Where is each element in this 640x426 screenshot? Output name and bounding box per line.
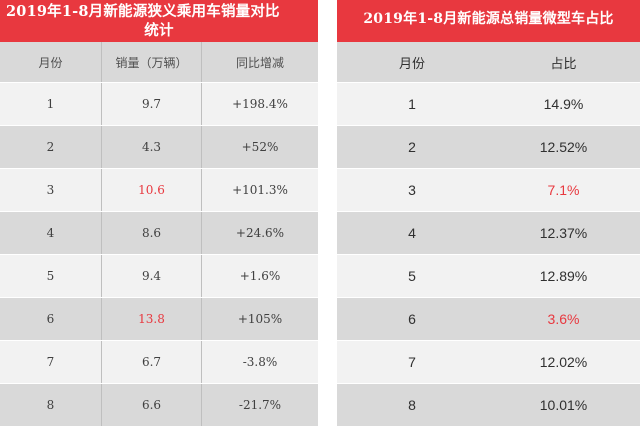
table-row: 4 12.37% (337, 212, 640, 255)
month-cell: 7 (408, 354, 416, 370)
sales-cell: 9.4 (101, 255, 201, 297)
share-table-title: 2019年1-8月新能源总销量微型车占比 (337, 0, 640, 42)
sales-cell: 8.6 (101, 212, 201, 254)
sales-cell: 6.6 (101, 384, 201, 426)
sales-cell: 4.3 (101, 126, 201, 168)
sales-table-title: 2019年1-8月新能源狭义乘用车销量对比 统计 (0, 0, 318, 42)
sales-table-header: 月份 销量（万辆） 同比增减 (0, 42, 318, 83)
month-cell: 5 (46, 269, 55, 283)
yoy-cell: +101.3% (201, 169, 318, 211)
month-cell: 4 (408, 225, 416, 241)
yoy-cell: +105% (201, 298, 318, 340)
share-cell: 14.9% (543, 96, 584, 112)
table-row: 4 8.6 +24.6% (0, 212, 318, 255)
table-row: 3 10.6 +101.3% (0, 169, 318, 212)
yoy-cell: +1.6% (201, 255, 318, 297)
share-cell-highlight: 3.6% (547, 311, 580, 327)
month-cell: 7 (46, 355, 55, 369)
yoy-cell: +198.4% (201, 83, 318, 125)
yoy-cell: -3.8% (201, 341, 318, 383)
month-cell: 6 (46, 312, 55, 326)
table-row: 8 10.01% (337, 384, 640, 426)
yoy-cell: -21.7% (201, 384, 318, 426)
sales-cell-highlight: 13.8 (101, 298, 201, 340)
month-cell: 8 (408, 397, 416, 413)
month-cell: 1 (408, 96, 416, 112)
header-share: 占比 (550, 56, 577, 72)
table-row: 2 4.3 +52% (0, 126, 318, 169)
header-yoy: 同比增减 (201, 42, 318, 82)
share-table-header: 月份 占比 (337, 42, 640, 83)
table-row: 1 9.7 +198.4% (0, 83, 318, 126)
month-cell: 8 (46, 398, 55, 412)
sales-table-title-line1: 2019年1-8月新能源狭义乘用车销量对比 (6, 3, 280, 20)
sales-cell: 6.7 (101, 341, 201, 383)
header-month: 月份 (398, 56, 425, 72)
share-cell-highlight: 7.1% (547, 182, 580, 198)
month-cell: 4 (46, 226, 55, 240)
table-row: 3 7.1% (337, 169, 640, 212)
month-cell: 2 (46, 140, 55, 154)
month-cell: 6 (408, 311, 416, 327)
month-cell: 1 (46, 97, 55, 111)
month-cell: 5 (408, 268, 416, 284)
micro-car-share-table: 2019年1-8月新能源总销量微型车占比 月份 占比 1 14.9% 2 12.… (337, 0, 640, 426)
share-cell: 12.02% (539, 354, 588, 370)
sales-cell-highlight: 10.6 (101, 169, 201, 211)
sales-cell: 9.7 (101, 83, 201, 125)
table-row: 6 13.8 +105% (0, 298, 318, 341)
month-cell: 3 (408, 182, 416, 198)
header-month: 月份 (38, 55, 63, 70)
month-cell: 2 (408, 139, 416, 155)
table-row: 2 12.52% (337, 126, 640, 169)
header-sales: 销量（万辆） (101, 42, 201, 82)
share-cell: 12.52% (539, 139, 588, 155)
table-row: 8 6.6 -21.7% (0, 384, 318, 426)
table-row: 6 3.6% (337, 298, 640, 341)
table-row: 1 14.9% (337, 83, 640, 126)
sales-table-title-line2: 统计 (144, 22, 174, 39)
table-row: 7 12.02% (337, 341, 640, 384)
share-cell: 10.01% (539, 397, 588, 413)
share-cell: 12.89% (539, 268, 588, 284)
yoy-cell: +52% (201, 126, 318, 168)
table-row: 5 9.4 +1.6% (0, 255, 318, 298)
month-cell: 3 (46, 183, 55, 197)
table-row: 7 6.7 -3.8% (0, 341, 318, 384)
sales-table: 2019年1-8月新能源狭义乘用车销量对比 统计 月份 销量（万辆） 同比增减 … (0, 0, 318, 426)
yoy-cell: +24.6% (201, 212, 318, 254)
table-row: 5 12.89% (337, 255, 640, 298)
share-cell: 12.37% (539, 225, 588, 241)
